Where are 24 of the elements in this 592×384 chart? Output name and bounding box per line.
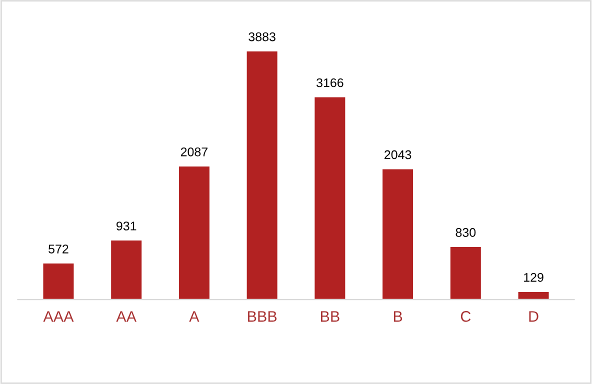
bar [245,50,279,300]
data-label: 830 [456,228,476,237]
data-label: 3166 [316,78,344,88]
x-tick-label: B [394,311,402,322]
x-tick-label: C [460,311,471,322]
bar [42,262,76,300]
bar [516,290,550,300]
bar [110,239,143,300]
bar [449,246,482,300]
data-label: 572 [48,244,68,254]
data-label: 931 [116,222,136,230]
bar [381,168,414,300]
bar [178,165,211,300]
bar [313,96,347,300]
data-label: 2087 [180,147,208,156]
data-label: 2043 [384,150,412,160]
x-tick-label: BB [320,311,340,322]
x-tick-label: AA [116,311,136,322]
x-tick-label: D [529,311,538,322]
data-label: 129 [524,272,544,282]
x-tick-label: A [189,311,200,322]
x-tick-label: AAA [43,311,74,322]
x-tick-label: BBB [248,311,277,322]
data-label: 3883 [248,32,276,42]
